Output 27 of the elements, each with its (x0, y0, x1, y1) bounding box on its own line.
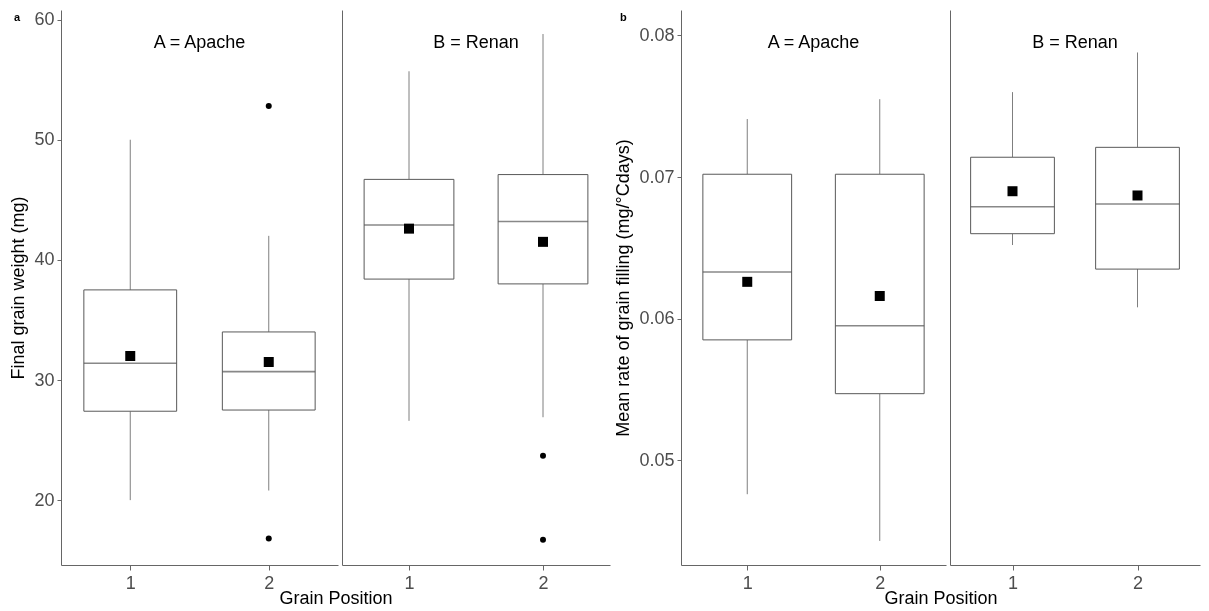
text: a (14, 11, 21, 23)
text: A = Apache (153, 32, 246, 52)
y-axis-title: Final grain weight (mg) (8, 196, 29, 380)
text: A = Apache (767, 32, 860, 52)
x-axis-title: Grain Position (884, 587, 998, 608)
x-tick-label: 1 (125, 572, 136, 593)
y-tick-label: 30 (34, 369, 55, 390)
y-tick-label: 0.05 (639, 449, 675, 470)
y-tick-label: 0.07 (639, 166, 675, 187)
y-tick-label: 50 (34, 129, 55, 150)
y-axis-title: Mean rate of grain filling (mg/°Cdays) (613, 139, 634, 437)
x-tick-label: 2 (538, 572, 549, 593)
x-tick-label: 2 (264, 572, 275, 593)
x-tick-label: 1 (742, 572, 753, 593)
y-tick-label: 60 (34, 9, 55, 30)
y-tick-label: 20 (34, 489, 55, 510)
y-tick-label: 0.08 (639, 24, 675, 45)
x-axis-title: Grain Position (279, 587, 393, 608)
y-tick-label: 0.06 (639, 308, 675, 329)
x-tick-label: 2 (1132, 572, 1144, 593)
text: B = Renan (433, 32, 519, 52)
x-tick-label: 1 (1007, 572, 1019, 593)
text: B = Renan (1032, 32, 1118, 52)
text: b (620, 11, 627, 23)
x-tick-label: 2 (875, 572, 886, 593)
x-tick-label: 1 (404, 572, 415, 593)
y-tick-label: 40 (34, 249, 55, 270)
